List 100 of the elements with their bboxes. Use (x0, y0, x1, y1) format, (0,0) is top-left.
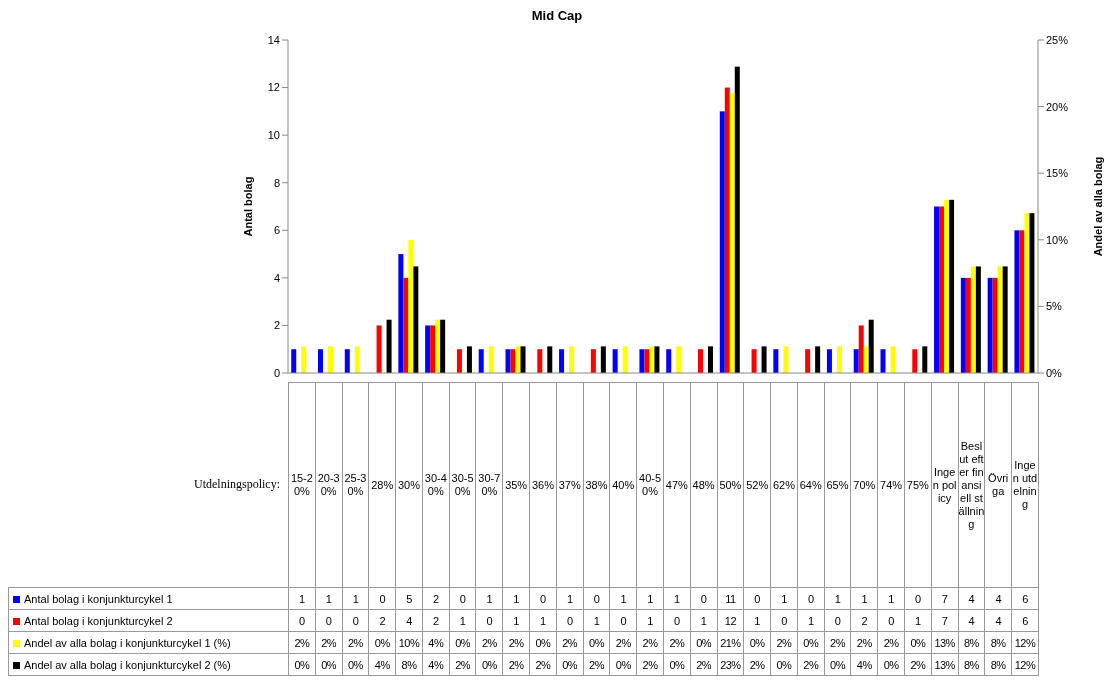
y2-axis-title: Andel av alla bolag (1091, 156, 1104, 257)
x-tick-label: 15-20% (288, 382, 316, 588)
data-label: 4% (422, 631, 450, 654)
data-label: 1 (770, 587, 798, 610)
y-tick-label: 4 (273, 271, 280, 284)
data-label: 0 (583, 587, 610, 610)
y-tick-label: 2 (273, 319, 280, 332)
y-tick-label: 6 (273, 224, 280, 237)
data-label: 7 (931, 609, 959, 632)
x-tick-label: 40% (609, 382, 637, 588)
data-label: 8% (395, 653, 423, 676)
data-label: 8% (958, 653, 985, 676)
data-label: 4% (422, 653, 450, 676)
data-label: 1 (904, 609, 932, 632)
data-label: 0% (904, 631, 932, 654)
data-label: 8% (984, 631, 1012, 654)
data-label: 1 (529, 609, 557, 632)
data-label: 2% (743, 653, 771, 676)
data-label: 1 (502, 609, 530, 632)
data-label: 0% (609, 653, 637, 676)
data-label: 13% (931, 653, 959, 676)
data-label: 0 (690, 587, 717, 610)
data-label: 1 (475, 587, 503, 610)
data-label: 0 (663, 609, 691, 632)
data-label: 1 (502, 587, 530, 610)
data-label: 4 (984, 609, 1012, 632)
data-label: 0% (342, 653, 369, 676)
data-label: 8% (958, 631, 985, 654)
data-label: 8% (984, 653, 1012, 676)
data-label: 1 (288, 587, 316, 610)
data-label: 0 (797, 587, 825, 610)
data-label: 0% (556, 653, 584, 676)
data-label: 0 (556, 609, 584, 632)
data-label: 1 (797, 609, 825, 632)
data-label: 1 (583, 609, 610, 632)
data-label: 0% (583, 631, 610, 654)
data-label: 0% (877, 653, 905, 676)
data-label: 2% (824, 631, 851, 654)
x-tick-label: 20-30% (315, 382, 343, 588)
x-axis-title: Utdelningspolicy: (8, 382, 289, 588)
x-tick-label: 74% (877, 382, 905, 588)
data-label: 2% (850, 631, 878, 654)
data-label: 0 (904, 587, 932, 610)
y-tick-label: 8 (273, 176, 280, 189)
data-label: 2% (556, 631, 584, 654)
data-label: 0% (770, 653, 798, 676)
y2-tick-label: 5% (1046, 300, 1063, 313)
data-label: 1 (877, 587, 905, 610)
data-label: 2% (502, 631, 530, 654)
x-tick-label: 40-50% (636, 382, 664, 588)
data-label: 0% (529, 631, 557, 654)
data-label: 10% (395, 631, 423, 654)
legend-label: Andel av alla bolag i konjunkturcykel 1 (%) (8, 631, 289, 654)
data-label: 0 (475, 609, 503, 632)
y-tick-label: 0 (273, 366, 280, 379)
x-tick-label: Beslut efter finansiell ställning (958, 382, 985, 588)
data-label: 1 (743, 609, 771, 632)
y2-tick-label: 0% (1046, 366, 1063, 379)
data-label: 1 (556, 587, 584, 610)
data-label: 0 (288, 609, 316, 632)
data-label: 0 (529, 587, 557, 610)
data-label: 1 (636, 587, 664, 610)
data-label: 2% (636, 653, 664, 676)
data-label: 2% (690, 653, 717, 676)
data-label: 0% (824, 653, 851, 676)
data-label: 2% (877, 631, 905, 654)
y2-tick-label: 15% (1046, 167, 1069, 180)
data-label: 1 (636, 609, 664, 632)
data-label: 2% (475, 631, 503, 654)
data-label: 23% (717, 653, 744, 676)
x-tick-label: 75% (904, 382, 932, 588)
data-label: 0% (663, 653, 691, 676)
y-tick-label: 12 (267, 81, 280, 94)
data-label: 1 (850, 587, 878, 610)
data-label: 2% (502, 653, 530, 676)
data-label: 0 (342, 609, 369, 632)
data-label: 4 (958, 587, 985, 610)
data-label: 0 (770, 609, 798, 632)
data-label: 0% (315, 653, 343, 676)
data-label: 2% (342, 631, 369, 654)
x-tick-label: 52% (743, 382, 771, 588)
data-label: 2% (449, 653, 476, 676)
data-label: 12% (1011, 653, 1039, 676)
data-label: 0 (609, 609, 637, 632)
x-tick-label: 38% (583, 382, 610, 588)
data-label: 0 (824, 609, 851, 632)
data-label: 0% (288, 653, 316, 676)
data-label: 6 (1011, 609, 1039, 632)
y-tick-label: 10 (267, 129, 280, 142)
legend-label: Antal bolag i konjunkturcykel 1 (8, 587, 289, 610)
data-label: 1 (663, 587, 691, 610)
x-tick-label: Övriga (984, 382, 1012, 588)
data-label: 1 (690, 609, 717, 632)
x-tick-label: 28% (368, 382, 396, 588)
x-tick-label: 50% (717, 382, 744, 588)
data-label: 12% (1011, 631, 1039, 654)
x-tick-label: 35% (502, 382, 530, 588)
data-label: 4 (984, 587, 1012, 610)
x-tick-label: Ingen utdelning (1011, 382, 1039, 588)
data-label: 2% (583, 653, 610, 676)
